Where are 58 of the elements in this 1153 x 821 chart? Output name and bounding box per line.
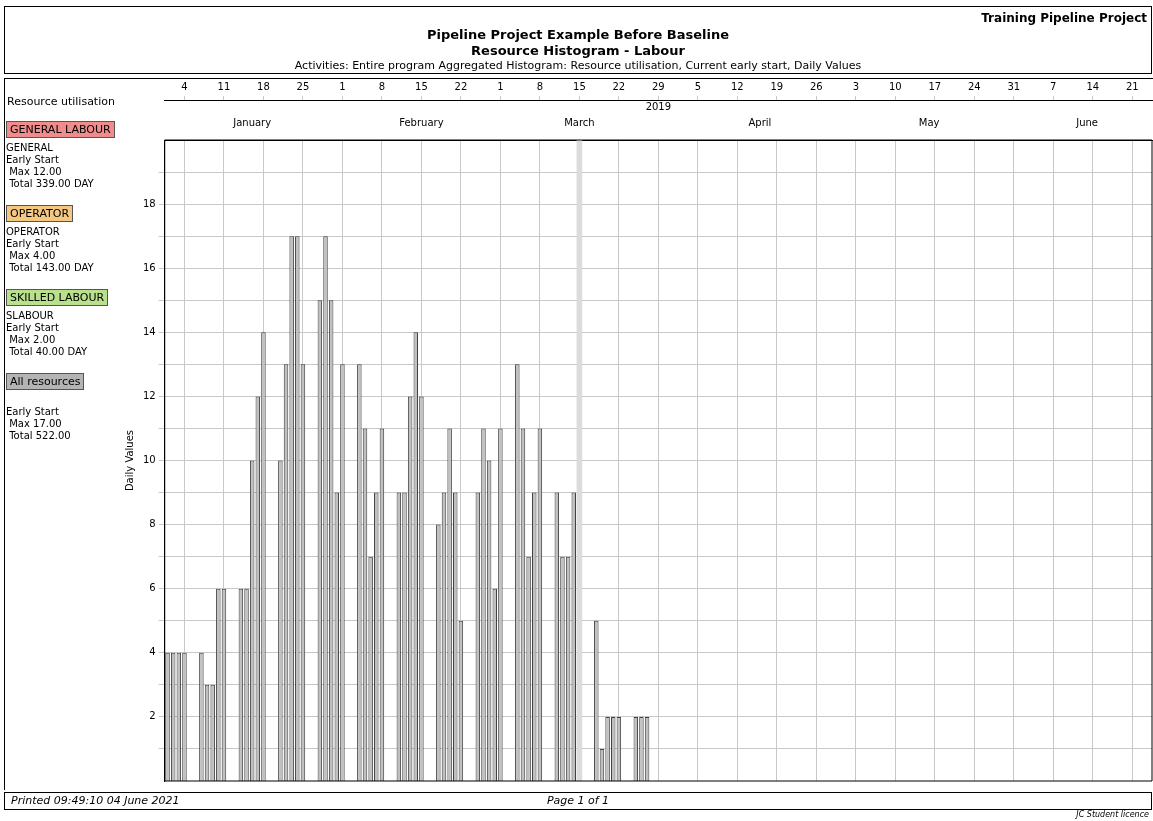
x-tick-label: 1 xyxy=(497,80,504,92)
y-tick-label: 18 xyxy=(142,197,156,209)
text: GENERAL LABOUR xyxy=(10,123,111,136)
x-tick-label: 7 xyxy=(1050,80,1057,92)
x-tick-label: 4 xyxy=(181,80,188,92)
y-tick-label: 14 xyxy=(142,325,156,337)
x-tick-label: 14 xyxy=(1086,80,1100,92)
text: All resources xyxy=(10,375,81,388)
x-tick-label: 11 xyxy=(217,80,231,92)
x-tick-label: 21 xyxy=(1125,80,1139,92)
text: Activities: Entire program Aggregated Histogram: Resource utilisation, Current early start, Daily Values xyxy=(294,59,862,72)
x2-tick-label: January xyxy=(232,116,272,128)
y-tick-label: 4 xyxy=(149,646,156,658)
x-tick-label: 25 xyxy=(296,80,310,92)
x-tick-label: 17 xyxy=(928,80,942,92)
x2-tick-label: May xyxy=(918,116,940,128)
x-tick-label: 29 xyxy=(652,80,665,92)
x-tick-label: 15 xyxy=(573,80,586,92)
text: SLABOUR Early Start Max 2.00 Total 40.00 DAY xyxy=(6,310,89,358)
x-tick-label: 8 xyxy=(378,80,386,92)
x-tick-label: 19 xyxy=(770,80,784,92)
x2-tick-label: June xyxy=(1075,116,1099,128)
text: OPERATOR Early Start Max 4.00 Total 143.00 DAY xyxy=(6,226,95,274)
x-tick-label: 22 xyxy=(454,80,468,92)
x-tick-label: 1 xyxy=(339,80,346,92)
x-tick-label: 24 xyxy=(967,80,981,92)
x-tick-label: 5 xyxy=(694,80,702,92)
x-tick-label: 3 xyxy=(852,80,859,92)
x-tick-label: 12 xyxy=(730,80,744,92)
x-tick-label: 18 xyxy=(257,80,270,92)
x2-axis-title: 2019 xyxy=(645,100,672,112)
y-tick-label: 2 xyxy=(149,710,156,722)
text: Training Pipeline Project xyxy=(981,11,1147,25)
y-tick-label: 8 xyxy=(149,518,156,530)
text: OPERATOR xyxy=(10,207,70,220)
x-tick-label: 10 xyxy=(888,80,902,92)
x2-tick-label: April xyxy=(748,116,772,128)
x-tick-label: 8 xyxy=(536,80,544,92)
text: GENERAL Early Start Max 12.00 Total 339.00 DAY xyxy=(6,142,95,190)
x2-tick-label: February xyxy=(399,116,444,128)
y-tick-label: 16 xyxy=(142,261,156,273)
text: SKILLED LABOUR xyxy=(10,291,105,304)
text: JC Student licence xyxy=(1076,810,1149,819)
x2-tick-label: March xyxy=(564,116,595,128)
x-tick-label: 31 xyxy=(1007,80,1021,92)
y-tick-label: 10 xyxy=(142,454,156,466)
y-tick-label: 6 xyxy=(149,582,156,594)
x-tick-label: 15 xyxy=(415,80,428,92)
x-tick-label: 26 xyxy=(809,80,823,92)
chart-title: Pipeline Project Example Before Baseline xyxy=(426,27,730,42)
x-tick-label: 22 xyxy=(612,80,626,92)
text: Printed 09:49:10 04 June 2021 xyxy=(11,794,180,807)
text: Page 1 of 1 xyxy=(546,794,610,807)
text: Early Start Max 17.00 Total 522.00 xyxy=(6,405,72,442)
text: Resource utilisation xyxy=(7,95,115,108)
y-axis-title: Daily Values xyxy=(123,429,135,492)
y-tick-label: 12 xyxy=(142,389,156,401)
chart-subtitle: Resource Histogram - Labour xyxy=(471,43,685,58)
